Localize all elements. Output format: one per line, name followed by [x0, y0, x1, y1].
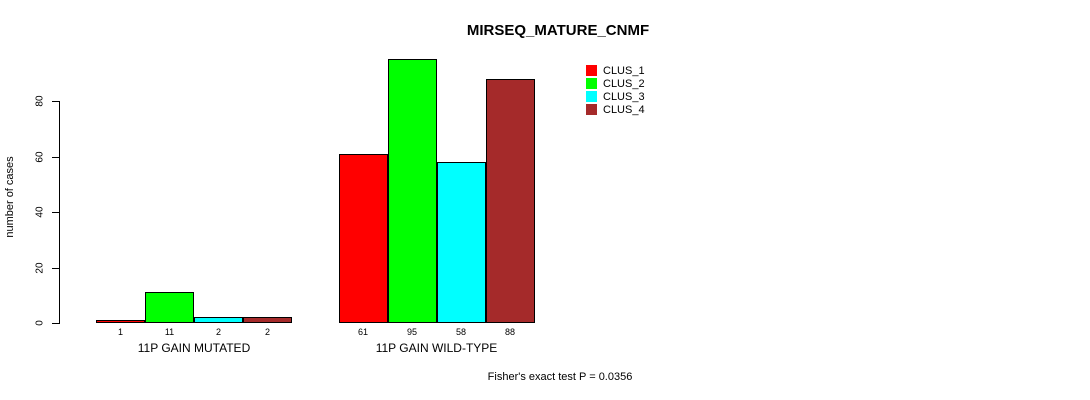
legend: CLUS_1 CLUS_2 CLUS_3 CLUS_4: [586, 64, 645, 116]
bar-value-label: 95: [406, 327, 418, 337]
legend-label: CLUS_1: [603, 64, 645, 77]
y-axis-tick: [52, 156, 59, 158]
y-tick-label: 80: [34, 95, 46, 107]
legend-item: CLUS_1: [586, 64, 645, 77]
bar: [387, 59, 437, 323]
bar-value-label: 88: [504, 327, 516, 337]
y-axis-line: [59, 101, 60, 324]
bar: [194, 317, 243, 323]
bar: [243, 317, 292, 323]
bar-value-label: 2: [215, 327, 222, 337]
y-tick-label: 0: [34, 320, 46, 326]
legend-label: CLUS_3: [603, 90, 645, 103]
group-label: 11P GAIN WILD-TYPE: [375, 341, 498, 355]
pvalue-note: Fisher's exact test P = 0.0356: [487, 371, 633, 383]
y-tick-label: 40: [34, 206, 46, 218]
y-tick-label: 60: [34, 150, 46, 163]
bar-value-label: 2: [264, 327, 271, 337]
chart-title: MIRSEQ_MATURE_CNMF: [466, 22, 650, 39]
y-axis-tick: [52, 212, 59, 213]
y-axis-tick: [52, 323, 59, 324]
bar: [145, 292, 194, 323]
legend-swatch: [586, 104, 597, 115]
bar: [436, 162, 486, 323]
y-axis-tick: [52, 267, 59, 269]
bar-value-label: 11: [164, 327, 175, 337]
legend-swatch: [586, 65, 597, 76]
bar: [96, 320, 145, 323]
bar-value-label: 1: [117, 327, 124, 337]
y-tick-label: 20: [34, 261, 46, 274]
bar-value-label: 61: [357, 327, 369, 337]
legend-swatch: [586, 78, 597, 89]
y-axis-tick: [52, 101, 59, 102]
legend-item: CLUS_2: [586, 77, 645, 90]
legend-swatch: [586, 91, 597, 102]
bar-value-label: 58: [455, 327, 467, 337]
group-label: 11P GAIN MUTATED: [137, 341, 251, 355]
legend-item: CLUS_3: [586, 90, 645, 103]
y-axis-label: number of cases: [4, 156, 16, 238]
legend-label: CLUS_2: [603, 77, 645, 90]
legend-label: CLUS_4: [603, 103, 645, 116]
bar: [485, 79, 535, 323]
legend-item: CLUS_4: [586, 103, 645, 116]
bar: [338, 154, 388, 323]
